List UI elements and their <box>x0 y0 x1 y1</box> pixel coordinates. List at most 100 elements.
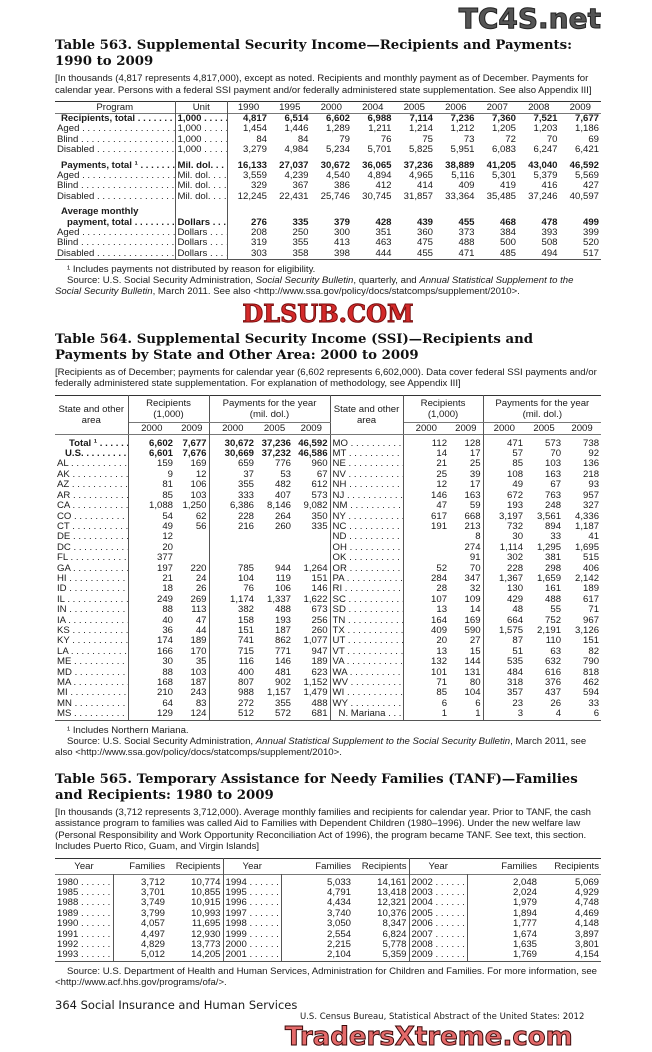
table-row: BlindMil. dol. 329 367 386 412 414 409 419 416 42… <box>55 181 601 192</box>
table-row: DC 20 OH 274 1,114 1,295 1,695 <box>55 542 601 554</box>
table-564-footnote: ¹ Includes Northern Mariana. <box>67 724 189 736</box>
value: 41,205 <box>486 159 516 171</box>
column-header: Families <box>315 860 351 872</box>
value: 131 <box>449 667 484 679</box>
value <box>518 202 560 217</box>
value: 146 <box>275 657 292 668</box>
table-row: Disabled1,000 3,279 4,984 5,234 5,701 5,825 5,… <box>55 145 601 156</box>
unit: Mil. dol. <box>175 191 228 203</box>
value: 2,024 <box>512 888 537 899</box>
value: 67 <box>550 480 562 491</box>
column-header-recipients: Recipients (1,000) <box>128 395 210 423</box>
state-label: CA <box>55 501 129 512</box>
row-label: Disabled <box>55 248 176 260</box>
value: 1,250 <box>175 501 210 512</box>
value: 360 <box>416 228 433 239</box>
state-label: WI <box>330 688 404 699</box>
value: 1,186 <box>574 124 599 135</box>
value: 256 <box>293 615 331 626</box>
table-563-title: Table 563. Supplemental Security Income—… <box>55 38 573 69</box>
value: 170 <box>175 646 210 658</box>
unit: Mil. dol. <box>175 155 228 172</box>
year-header: 2009 <box>175 422 210 435</box>
table-row: DE 12 ND 8 30 33 41 <box>55 532 601 543</box>
value: 862 <box>275 636 292 647</box>
value: 151 <box>293 573 331 585</box>
value: 7,676 <box>175 449 210 460</box>
value: 41 <box>588 532 600 543</box>
value: 488 <box>545 594 562 605</box>
value: 5,778 <box>353 940 410 951</box>
value: 52 <box>436 563 448 574</box>
value: 9 <box>167 469 173 480</box>
value: 329 <box>250 181 267 192</box>
column-header: 2005 <box>403 102 425 113</box>
value: 30,672 <box>320 159 350 171</box>
value: 3 <box>517 709 524 720</box>
column-header-payments: Payments for the year (mil. dol.) <box>483 395 602 423</box>
value <box>394 202 436 217</box>
value: 107 <box>431 594 448 605</box>
value: 210 <box>156 688 173 699</box>
state-label: OK <box>330 553 404 564</box>
value: 49 <box>162 521 173 532</box>
value: 632 <box>545 657 562 668</box>
state-label: LA <box>55 646 129 658</box>
value: 335 <box>293 521 331 533</box>
value: 967 <box>583 615 600 626</box>
value: 13 <box>436 605 448 616</box>
value: 463 <box>375 238 392 249</box>
value: 166 <box>156 646 173 657</box>
value: 478 <box>541 217 558 228</box>
unit: 1,000 <box>175 145 228 156</box>
table-row: Payments, total ¹Mil. dol. 16,133 27,037 30… <box>55 155 601 172</box>
value: 6 <box>593 709 600 720</box>
value: 161 <box>545 584 562 595</box>
unit: Mil. dol. <box>175 171 228 182</box>
value: 902 <box>275 678 292 689</box>
value: 3,126 <box>575 625 600 636</box>
value: 672 <box>507 490 524 501</box>
row-label: Payments, total ¹ <box>55 155 176 172</box>
value: 439 <box>416 217 433 228</box>
value: 27 <box>449 636 484 647</box>
year-header: 2009 <box>293 422 331 435</box>
column-header: Year <box>428 860 448 872</box>
value: 260 <box>293 625 331 637</box>
value <box>352 202 394 217</box>
value: 1,157 <box>267 688 292 699</box>
value: 3,740 <box>326 908 351 919</box>
year-header: 2009 <box>571 422 593 434</box>
value: 83 <box>175 698 210 710</box>
value: 303 <box>250 248 267 259</box>
watermark-dlsub: DLSUB.COM <box>242 299 414 329</box>
state-label: PA <box>330 573 404 585</box>
value: 189 <box>175 636 210 647</box>
column-header: 2004 <box>362 102 384 113</box>
value: 1,367 <box>499 573 524 584</box>
value: 169 <box>175 459 210 470</box>
value: 1,077 <box>293 636 331 647</box>
value: 573 <box>545 437 562 449</box>
value: 4,540 <box>325 171 350 182</box>
value <box>403 553 449 563</box>
value: 112 <box>431 437 448 449</box>
value <box>293 542 331 554</box>
column-header-area: State and other area <box>55 395 129 435</box>
value: 6,514 <box>284 113 309 124</box>
state-label: IA <box>55 615 129 626</box>
value: 1,212 <box>450 124 475 135</box>
value: 1,769 <box>512 950 537 961</box>
value: 220 <box>175 563 210 574</box>
value: 260 <box>275 521 292 532</box>
value <box>403 532 449 542</box>
value: 69 <box>588 134 599 145</box>
value: 1,659 <box>537 573 562 584</box>
state-label: WY <box>330 698 404 710</box>
value: 208 <box>250 228 267 239</box>
value: 471 <box>507 437 524 449</box>
value: 664 <box>507 615 524 626</box>
